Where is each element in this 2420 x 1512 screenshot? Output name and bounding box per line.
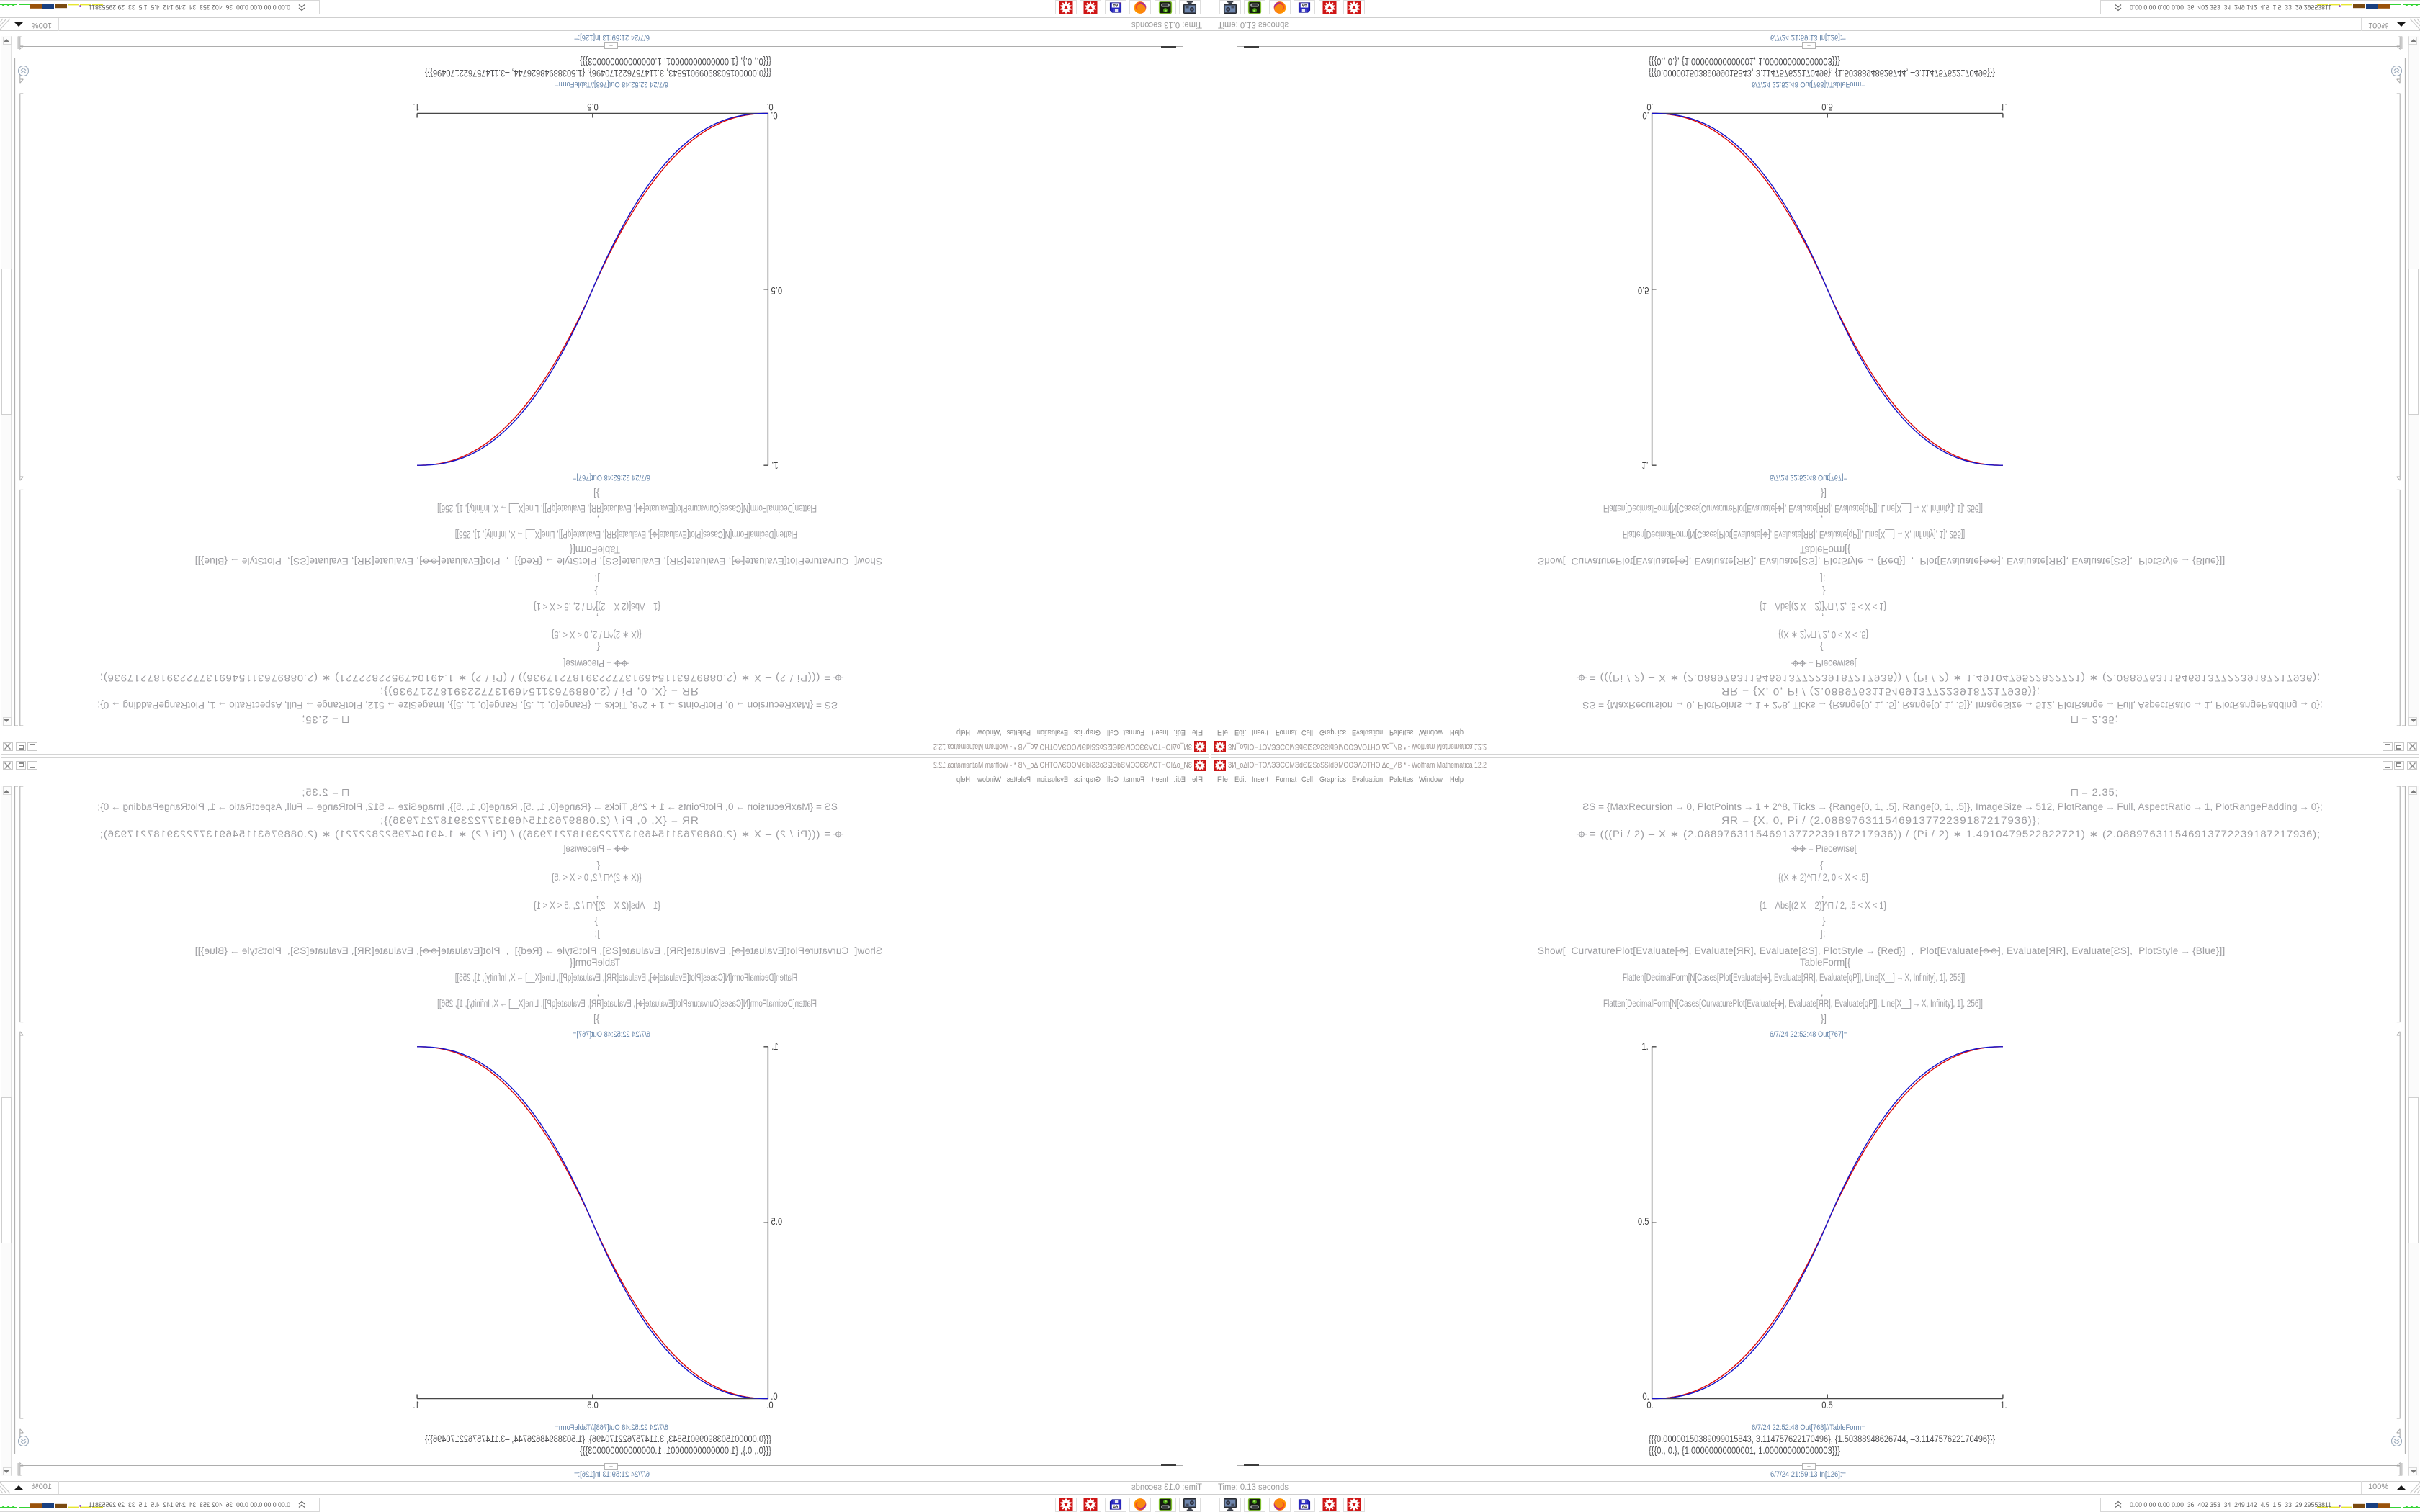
- svg-text:64: 64: [1113, 2, 1118, 6]
- svg-text:64: 64: [1113, 1506, 1118, 1510]
- svg-text:64: 64: [1302, 2, 1307, 6]
- svg-text:64: 64: [1302, 1506, 1307, 1510]
